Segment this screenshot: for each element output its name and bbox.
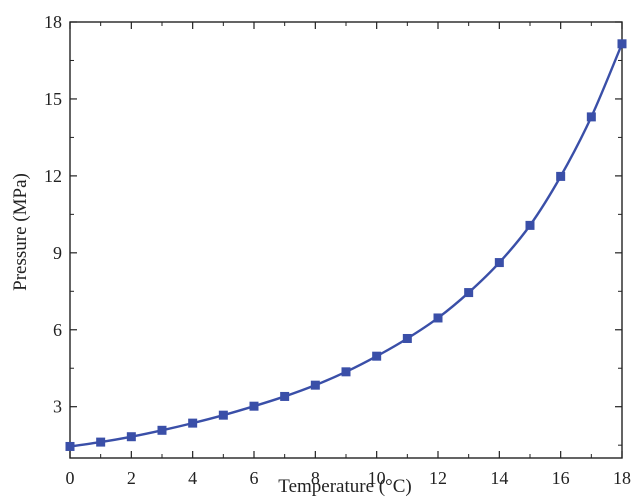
- data-point: [280, 391, 290, 401]
- x-tick-label: 0: [66, 468, 75, 488]
- data-point: [341, 367, 351, 377]
- data-point: [218, 410, 228, 420]
- x-tick-label: 4: [188, 468, 197, 488]
- x-tick-label: 6: [250, 468, 259, 488]
- data-point: [464, 288, 474, 298]
- y-tick-label: 15: [44, 89, 62, 109]
- y-tick-label: 6: [53, 320, 62, 340]
- axes: 0 2 4 6 8 10 12 14 16 18 3 6 9 12 15 18: [44, 12, 631, 488]
- y-tick-label: 12: [44, 166, 62, 186]
- data-point: [494, 258, 504, 268]
- y-tick-label: 9: [53, 243, 62, 263]
- x-axis-title: Temperature (°C): [278, 476, 411, 497]
- data-point: [126, 432, 136, 442]
- series-layer: [65, 39, 627, 451]
- y-tick-label: 18: [44, 12, 62, 32]
- data-point: [249, 401, 259, 411]
- y-axis-title: Pressure (MPa): [10, 173, 31, 291]
- data-point: [617, 39, 627, 49]
- data-point: [310, 380, 320, 390]
- x-tick-label: 8: [311, 468, 320, 488]
- data-point: [525, 220, 535, 230]
- data-point: [402, 333, 412, 343]
- data-point: [188, 418, 198, 428]
- data-point: [556, 171, 566, 181]
- data-point: [96, 437, 106, 447]
- x-tick-label: 16: [552, 468, 570, 488]
- x-tick-label: 10: [368, 468, 386, 488]
- plot-frame: [69, 21, 623, 459]
- series-line: [69, 43, 624, 448]
- x-tick-label: 14: [490, 468, 508, 488]
- data-point: [157, 425, 167, 435]
- data-point: [65, 441, 75, 451]
- y-tick-label: 3: [53, 397, 62, 417]
- x-tick-label: 2: [127, 468, 136, 488]
- data-point: [372, 351, 382, 361]
- data-point: [433, 313, 443, 323]
- data-point: [586, 112, 596, 122]
- x-tick-label: 18: [613, 468, 631, 488]
- x-tick-label: 12: [429, 468, 447, 488]
